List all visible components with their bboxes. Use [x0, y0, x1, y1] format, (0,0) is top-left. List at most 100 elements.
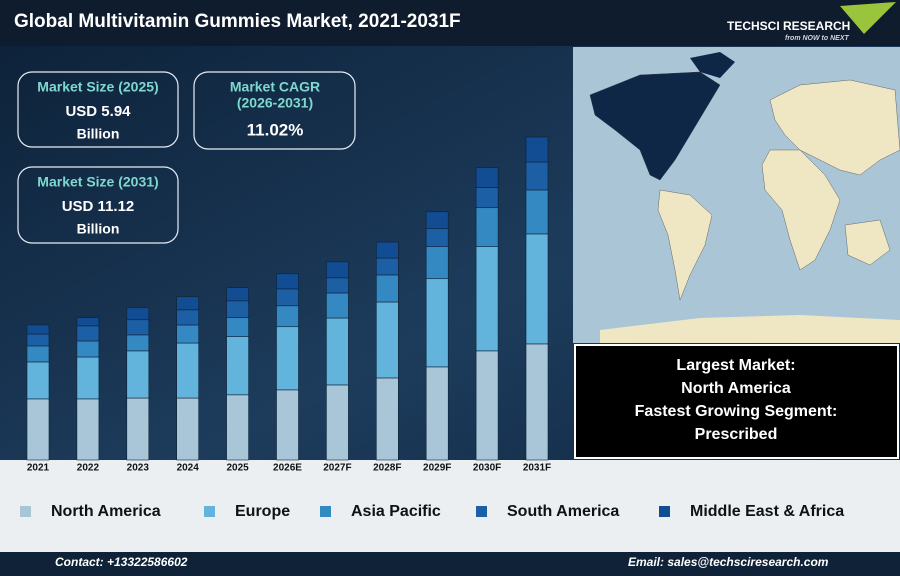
- legend-label: North America: [51, 503, 161, 520]
- stat-value: USD 5.94: [65, 103, 131, 120]
- bar-segment: [226, 287, 249, 302]
- legend-swatch: [320, 506, 331, 517]
- x-tick-label: 2026E: [273, 463, 302, 474]
- bar-segment: [126, 397, 150, 461]
- x-tick-label: 2021: [27, 463, 50, 474]
- x-tick-label: 2028F: [373, 463, 401, 474]
- bar-segment: [375, 257, 399, 276]
- bar-segment: [26, 345, 50, 363]
- bar-segment: [276, 389, 299, 461]
- bar-segment: [26, 361, 50, 400]
- stat-label: Market CAGR: [230, 79, 320, 95]
- bar-segment: [226, 317, 249, 337]
- bar-segment: [176, 397, 199, 461]
- bar-segment: [26, 398, 50, 461]
- bar-segment: [375, 241, 399, 259]
- bar-segment: [176, 342, 199, 399]
- bar-segment: [326, 384, 349, 461]
- bar-segment: [276, 326, 299, 391]
- legend-label: South America: [507, 503, 619, 520]
- bar-segment: [76, 317, 100, 327]
- bar-segment: [425, 278, 449, 368]
- bar-segment: [375, 301, 399, 379]
- stat-box: [17, 166, 179, 244]
- bar-segment: [76, 340, 100, 358]
- bar-segment: [475, 246, 499, 352]
- highlight: Prescribed: [695, 426, 778, 443]
- bar-segment: [525, 136, 549, 163]
- bar-segment: [226, 394, 249, 461]
- footer-contact: Contact: +13322586602: [55, 555, 188, 569]
- bar-segment: [226, 300, 249, 319]
- tagline: from NOW to NEXT: [785, 35, 849, 42]
- stat-period: (2026-2031): [237, 95, 313, 111]
- bar-segment: [475, 187, 499, 209]
- bar-segment: [76, 325, 100, 342]
- stat-label: Market Size (2025): [37, 79, 158, 95]
- footer-email: Email: sales@techsciresearch.com: [628, 555, 829, 569]
- bar-segment: [475, 167, 499, 188]
- bar-segment: [525, 161, 549, 191]
- bar-segment: [76, 398, 100, 461]
- x-tick-label: 2030F: [473, 463, 501, 474]
- x-tick-label: 2022: [77, 463, 100, 474]
- x-tick-label: 2024: [177, 463, 200, 474]
- bar-segment: [475, 350, 499, 461]
- x-tick-label: 2027F: [323, 463, 351, 474]
- highlight: Largest Market:: [676, 357, 795, 374]
- bar-segment: [276, 273, 299, 290]
- legend-swatch: [659, 506, 670, 517]
- bar-segment: [126, 307, 150, 321]
- x-tick-label: 2031F: [523, 463, 551, 474]
- bar-segment: [76, 356, 100, 400]
- bar-segment: [525, 343, 549, 461]
- logo: TECHSCI RESEARCH: [727, 19, 850, 33]
- chart: 2021 2022 2023 2024 2025 2026E 2027F 2028F 2029F…: [20, 136, 844, 520]
- stat-value: USD 11.12: [62, 198, 135, 215]
- bar-segment: [525, 233, 549, 345]
- bar-segment: [425, 211, 449, 229]
- title: Global Multivitamin Gummies Market, 2021…: [14, 11, 461, 32]
- bar-segment: [276, 305, 299, 328]
- logo-mark: [840, 2, 896, 34]
- bar-segment: [126, 334, 150, 352]
- legend-label: Middle East & Africa: [690, 503, 844, 520]
- bar-segment: [425, 228, 449, 248]
- header-bar: [0, 0, 900, 46]
- legend-label: Asia Pacific: [351, 503, 441, 520]
- x-tick-label: 2025: [226, 463, 249, 474]
- bar-segment: [525, 189, 549, 235]
- bar-segment: [326, 317, 349, 386]
- stat-value: 11.02%: [247, 120, 304, 139]
- bar-segment: [425, 246, 449, 280]
- bar-segment: [176, 296, 199, 311]
- bar-segment: [26, 324, 50, 335]
- world-map: [573, 47, 900, 343]
- legend-area: [0, 460, 900, 552]
- footer-bar: [0, 552, 900, 576]
- x-tick-label: 2029F: [423, 463, 451, 474]
- x-tick-label: 2023: [127, 463, 150, 474]
- stat-unit: Billion: [77, 221, 120, 237]
- stat-box: [193, 71, 356, 150]
- legend-swatch: [204, 506, 215, 517]
- bar-segment: [326, 277, 349, 294]
- bar-segment: [425, 366, 449, 461]
- stat-unit: Billion: [77, 126, 120, 142]
- bar-segment: [375, 274, 399, 303]
- bar-segment: [126, 350, 150, 399]
- bar-segment: [176, 324, 199, 344]
- bar-segment: [375, 377, 399, 461]
- bar-segment: [326, 261, 349, 279]
- bar-segment: [475, 207, 499, 248]
- legend-swatch: [476, 506, 487, 517]
- legend-label: Europe: [235, 503, 290, 520]
- bar-segment: [126, 319, 150, 336]
- bar-segment: [226, 336, 249, 396]
- bar-segment: [26, 333, 50, 347]
- stat-box: [17, 71, 179, 148]
- stat-label: Market Size (2031): [37, 174, 158, 190]
- bar-segment: [176, 309, 199, 326]
